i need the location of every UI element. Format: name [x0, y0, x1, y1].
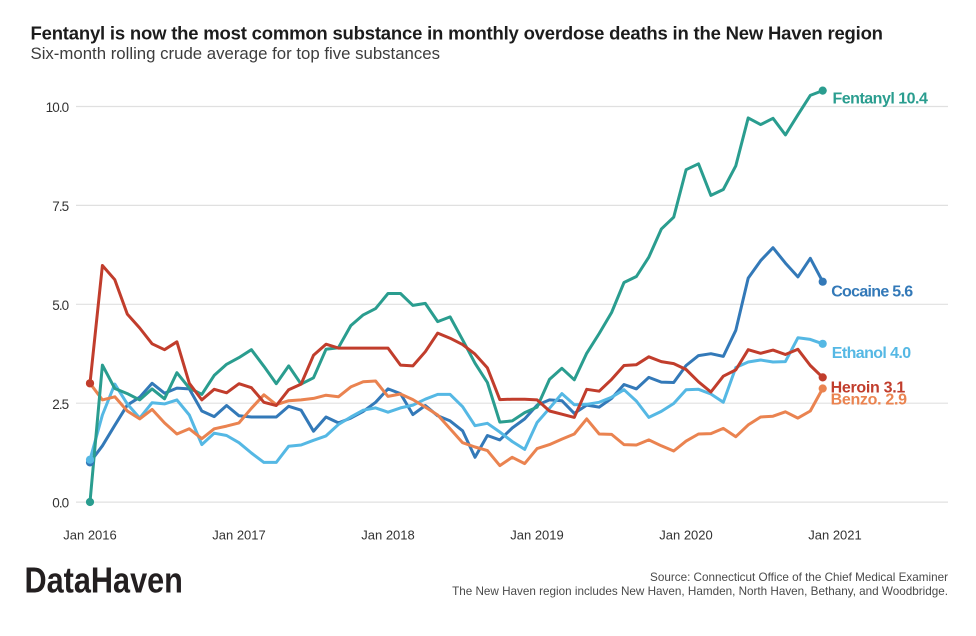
- svg-text:2.5: 2.5: [52, 397, 68, 412]
- svg-text:Fentanyl is now the most commo: Fentanyl is now the most common substanc…: [31, 23, 883, 44]
- svg-text:The New Haven region includes: The New Haven region includes New Haven,…: [452, 585, 948, 598]
- svg-text:Fentanyl 10.4: Fentanyl 10.4: [833, 91, 928, 108]
- svg-text:DataHaven: DataHaven: [25, 560, 183, 601]
- svg-text:Jan 2018: Jan 2018: [361, 528, 415, 543]
- svg-text:Heroin 3.1: Heroin 3.1: [831, 380, 906, 397]
- svg-text:Jan 2016: Jan 2016: [63, 528, 117, 543]
- svg-text:Cocaine 5.6: Cocaine 5.6: [831, 284, 913, 301]
- svg-text:Six-month rolling crude averag: Six-month rolling crude average for top …: [31, 44, 441, 63]
- svg-text:Source: Connecticut Office of: Source: Connecticut Office of the Chief …: [650, 571, 948, 584]
- svg-text:5.0: 5.0: [52, 298, 68, 313]
- svg-text:Jan 2020: Jan 2020: [659, 528, 713, 543]
- svg-text:7.5: 7.5: [52, 199, 68, 214]
- svg-text:Benzo. 2.9: Benzo. 2.9: [831, 392, 908, 409]
- svg-text:Ethanol 4.0: Ethanol 4.0: [832, 345, 911, 362]
- svg-text:Jan 2017: Jan 2017: [212, 528, 266, 543]
- svg-text:Jan 2021: Jan 2021: [808, 528, 862, 543]
- svg-text:Jan 2019: Jan 2019: [510, 528, 564, 543]
- svg-text:0.0: 0.0: [52, 496, 68, 511]
- svg-text:10.0: 10.0: [46, 100, 69, 115]
